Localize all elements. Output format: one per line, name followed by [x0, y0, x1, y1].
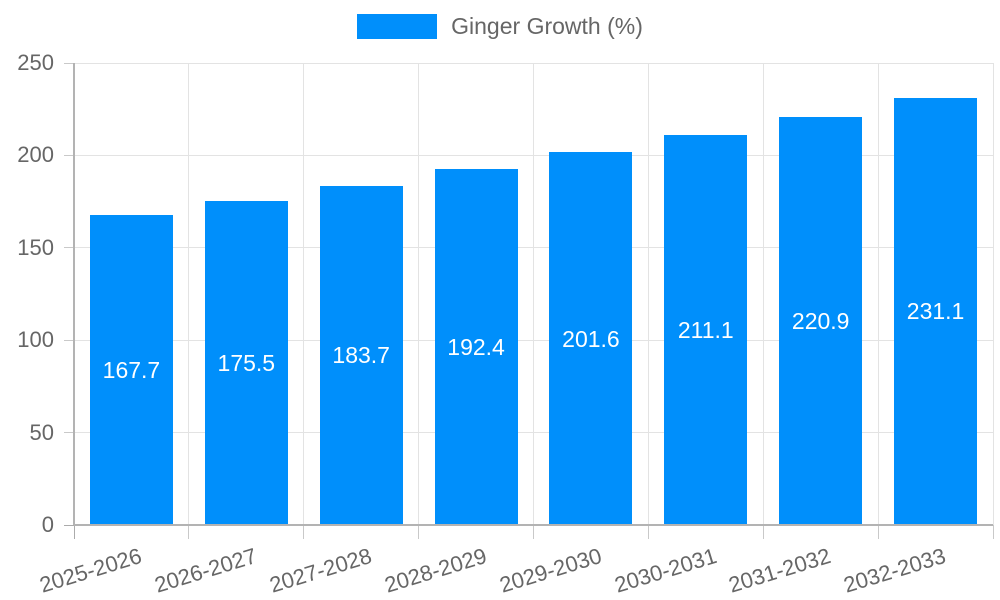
gridline-vertical	[762, 63, 764, 525]
x-axis-label: 2031-2032	[726, 543, 834, 598]
bar-value-label: 220.9	[791, 307, 850, 334]
bar-value-label: 175.5	[217, 349, 276, 376]
x-axis-tick	[762, 525, 764, 539]
y-axis-line	[73, 63, 75, 525]
bar: 192.4	[434, 169, 518, 524]
bar: 231.1	[894, 97, 978, 524]
y-axis-tick	[64, 62, 74, 64]
x-axis-tick	[877, 525, 879, 539]
bar-value-label: 183.7	[332, 342, 390, 369]
gridline-vertical	[533, 63, 534, 525]
gridline-vertical	[418, 63, 420, 525]
x-axis-tick	[303, 525, 305, 539]
y-axis-label: 100	[17, 327, 54, 353]
legend-swatch	[357, 14, 438, 39]
y-axis-label: 200	[17, 142, 54, 168]
y-axis-label: 250	[17, 50, 54, 75]
gridline-vertical	[647, 63, 649, 525]
bar-value-label: 167.7	[102, 357, 161, 384]
x-axis-label: 2025-2026	[36, 543, 145, 598]
x-axis-label: 2030-2031	[611, 543, 720, 598]
y-axis-label: 50	[29, 419, 54, 445]
x-axis-tick	[533, 525, 534, 539]
legend-label: Ginger Growth (%)	[451, 13, 643, 39]
bar-value-label: 201.6	[562, 325, 620, 352]
y-axis-tick	[64, 339, 74, 341]
gridline-vertical	[188, 63, 190, 525]
gridline-vertical	[303, 63, 305, 525]
bar: 175.5	[204, 200, 288, 524]
x-axis-tick	[73, 525, 75, 539]
y-axis-tick	[64, 154, 74, 156]
gridline-vertical	[877, 63, 879, 525]
x-axis-label: 2026-2027	[151, 543, 260, 598]
x-axis-tick	[992, 525, 994, 539]
gridline-vertical	[992, 63, 994, 525]
bar-value-label: 211.1	[677, 316, 734, 343]
x-axis-tick	[188, 525, 190, 539]
bar-value-label: 192.4	[447, 334, 505, 361]
bar: 201.6	[549, 152, 633, 524]
y-axis-label: 0	[41, 512, 54, 537]
y-axis-tick	[64, 524, 74, 526]
bar: 220.9	[779, 116, 863, 524]
x-axis-label: 2027-2028	[266, 543, 375, 598]
legend-item[interactable]: Ginger Growth (%)	[0, 14, 1000, 39]
bar: 211.1	[664, 134, 748, 524]
bar: 183.7	[319, 185, 403, 524]
x-axis-tick	[647, 525, 649, 539]
x-axis-label: 2028-2029	[381, 543, 490, 598]
y-axis-tick	[64, 432, 74, 434]
x-axis-label: 2029-2030	[496, 543, 605, 598]
bar-value-label: 231.1	[906, 298, 965, 325]
x-axis-baseline	[74, 524, 993, 526]
x-axis-label: 2032-2033	[840, 543, 949, 598]
y-axis-tick	[64, 247, 74, 249]
x-axis-tick	[418, 525, 420, 539]
y-axis-label: 150	[17, 234, 54, 260]
bar: 167.7	[89, 215, 173, 524]
